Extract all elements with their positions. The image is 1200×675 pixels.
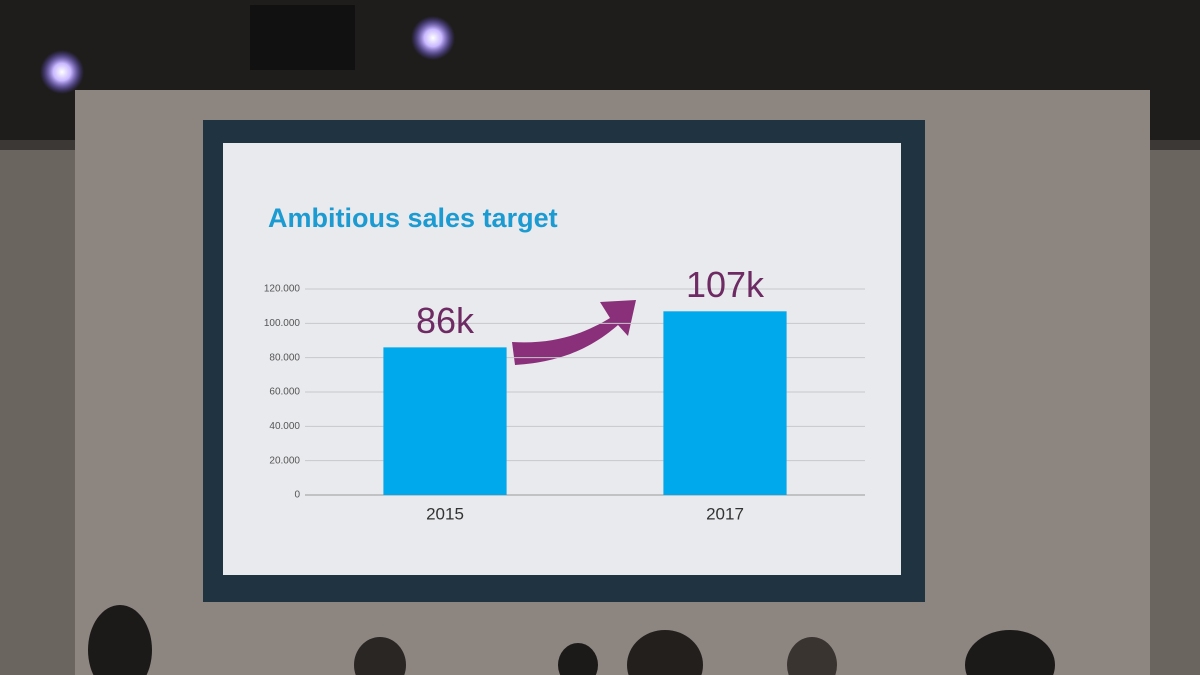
x-tick-label: 2017 [706,504,744,523]
audience-head [88,605,152,675]
y-tick-label: 0 [294,490,300,501]
y-tick-label: 60.000 [269,387,300,398]
stage-light [411,16,455,60]
bar [663,311,787,495]
slide [223,143,901,575]
audience-head [354,637,406,675]
y-tick-label: 80.000 [269,352,300,363]
data-label: 86k [416,300,475,341]
y-tick-label: 20.000 [269,455,300,466]
audience-head [627,630,703,675]
y-tick-label: 40.000 [269,421,300,432]
data-label: 107k [686,264,765,305]
y-tick-label: 100.000 [264,318,301,329]
audience-head [558,643,598,675]
speaker [250,5,355,70]
x-tick-label: 2015 [426,504,464,523]
stage-light [40,50,84,94]
audience-head [787,637,837,675]
chart: 0 20.000 40.000 60.000 80.000 100.000 120.000 2… [264,264,865,523]
y-tick-label: 120.000 [264,284,301,295]
growth-arrow [512,300,636,365]
chart-title: Ambitious sales target [268,203,558,233]
audience-head [965,630,1055,675]
bar [383,347,507,495]
